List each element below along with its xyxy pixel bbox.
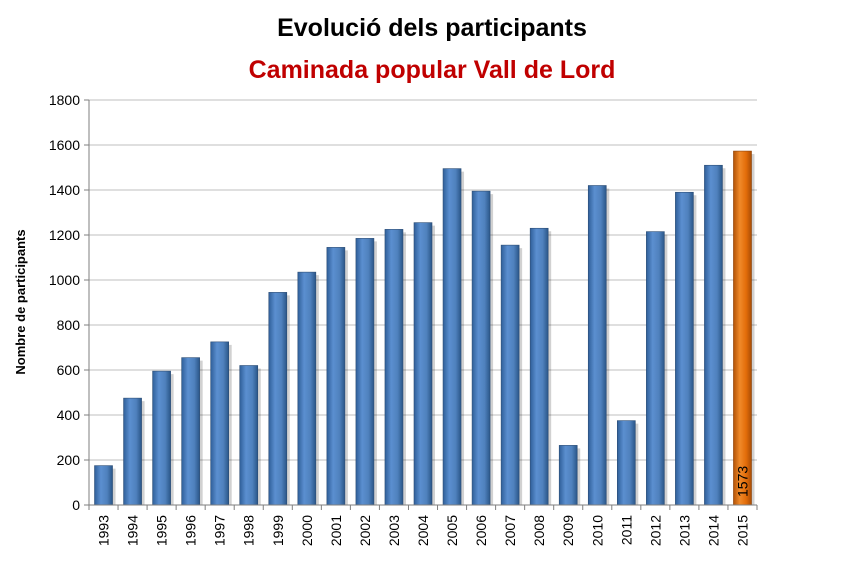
x-tick-label: 2004 — [415, 515, 431, 546]
x-tick-label: 2010 — [589, 515, 605, 546]
data-label: 1573 — [734, 466, 750, 497]
x-tick-label: 2005 — [444, 515, 460, 546]
bar — [500, 244, 520, 506]
x-tick-label: 2007 — [502, 515, 518, 546]
y-tick-label: 600 — [57, 362, 81, 378]
bar — [442, 168, 462, 506]
x-tick-label: 1996 — [183, 515, 199, 546]
bar — [152, 370, 171, 506]
y-tick-label: 1600 — [49, 137, 80, 153]
bar — [384, 229, 404, 506]
bar — [239, 365, 259, 506]
bar — [529, 227, 549, 506]
y-tick-label: 800 — [57, 317, 81, 333]
bars: 1573 — [94, 150, 755, 506]
bar — [587, 185, 607, 506]
bar — [297, 271, 317, 506]
bar — [355, 238, 375, 506]
bar — [617, 420, 636, 506]
bar — [704, 164, 723, 506]
bar — [123, 397, 142, 506]
axes: 0 200 400 600 800 1000 1200 1400 1600 1800 1993 199… — [49, 92, 758, 546]
x-tick-label: 2006 — [473, 515, 489, 546]
bar — [326, 247, 346, 506]
bar-highlight — [733, 150, 752, 506]
chart-title: Evolució dels participants — [277, 14, 587, 42]
bar — [210, 341, 229, 506]
x-tick-label: 1999 — [270, 515, 286, 546]
y-tick-label: 0 — [72, 497, 80, 513]
chart-subtitle: Caminada popular Vall de Lord — [248, 56, 616, 84]
bar — [413, 222, 433, 506]
x-tick-label: 1997 — [212, 515, 228, 546]
bar — [471, 190, 491, 506]
x-tick-label: 2008 — [531, 515, 547, 546]
y-tick-label: 1000 — [49, 272, 80, 288]
x-tick-label: 2009 — [560, 515, 576, 546]
y-tick-label: 1800 — [49, 92, 80, 108]
x-tick-label: 2011 — [618, 515, 634, 545]
x-tick-label: 1995 — [154, 515, 170, 546]
x-tick-label: 2003 — [386, 515, 402, 546]
y-tick-label: 400 — [57, 407, 81, 423]
x-tick-label: 2013 — [676, 515, 692, 546]
x-tick-label: 2012 — [647, 515, 663, 546]
y-tick-label: 1400 — [49, 182, 80, 198]
x-tick-label: 2015 — [734, 515, 750, 546]
y-tick-label: 200 — [57, 452, 81, 468]
bar — [268, 292, 288, 506]
x-tick-label: 2000 — [299, 515, 315, 546]
y-axis-label: Nombre de participants — [13, 229, 28, 374]
bar — [94, 465, 113, 506]
x-tick-label: 2014 — [705, 515, 721, 546]
x-tick-label: 2001 — [328, 515, 344, 546]
x-tick-label: 1998 — [241, 515, 257, 546]
y-tick-label: 1200 — [49, 227, 80, 243]
bar — [675, 191, 694, 506]
x-tick-label: 2002 — [357, 515, 373, 546]
x-tick-label: 1994 — [125, 515, 141, 546]
bar — [558, 445, 578, 506]
x-tick-label: 1993 — [96, 515, 112, 546]
bar — [646, 231, 665, 506]
bar — [181, 357, 200, 506]
